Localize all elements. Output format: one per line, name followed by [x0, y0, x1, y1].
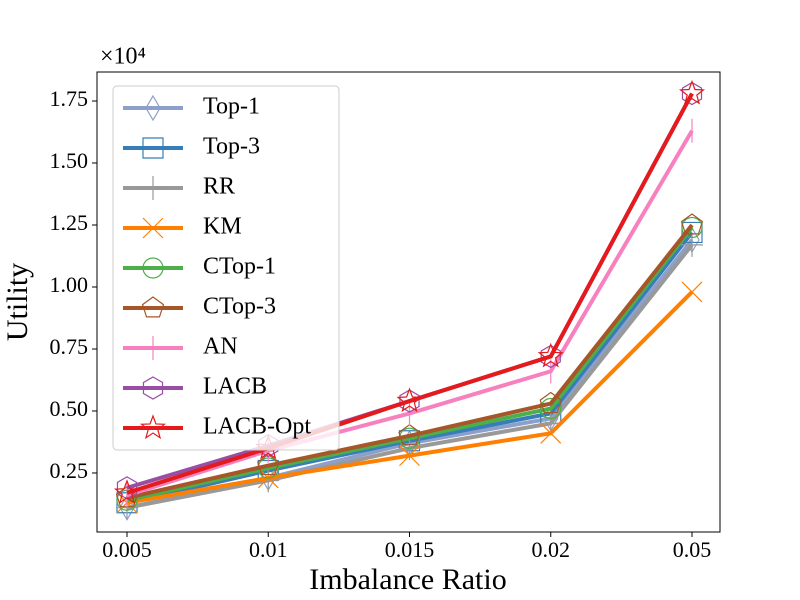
- point-marker: [398, 430, 421, 452]
- y-tick-label: 0.25: [50, 458, 89, 483]
- point-marker: [681, 216, 703, 239]
- legend: Top-1 Top-3 RR KM CTop-1 CTop-3 AN LACB LACB-Opt: [112, 85, 340, 451]
- legend-marker: [141, 296, 165, 318]
- point-marker: [398, 427, 421, 449]
- point-marker: [396, 387, 423, 413]
- point-marker: [539, 391, 562, 414]
- legend-frame: [112, 85, 340, 451]
- x-tick-label: 0.005: [102, 537, 152, 562]
- point-marker: [113, 479, 141, 504]
- legend-label: LACB: [203, 374, 267, 400]
- legend-marker: [139, 414, 167, 440]
- point-marker: [678, 79, 706, 105]
- y-tick-label: 0.50: [50, 396, 89, 421]
- plot-frame: [96, 71, 721, 533]
- legend-label: CTop-3: [203, 294, 276, 320]
- x-tick-label: 0.015: [385, 537, 435, 562]
- legend-label: RR: [203, 174, 235, 200]
- point-marker: [681, 281, 703, 303]
- series-line: [126, 226, 694, 503]
- legend-marker: [142, 217, 164, 239]
- point-marker: [399, 389, 420, 413]
- legend-marker: [142, 376, 164, 400]
- y-tick-label: 0.75: [50, 334, 89, 359]
- legend-marker: [145, 94, 161, 122]
- x-tick-label: 0.01: [249, 537, 288, 562]
- point-marker: [257, 457, 279, 479]
- series-line: [126, 223, 694, 500]
- legend-label: Top-3: [203, 134, 260, 160]
- point-marker: [540, 422, 562, 444]
- point-marker: [116, 489, 138, 511]
- legend-marker: [142, 257, 164, 279]
- y-tick-label: 1.00: [50, 272, 89, 297]
- x-tick-label: 0.05: [673, 537, 712, 562]
- legend-marker: [142, 137, 164, 159]
- y-axis-label: Utility: [1, 263, 34, 341]
- y-tick-label: 1.25: [50, 210, 89, 235]
- x-tick-label: 0.02: [532, 537, 571, 562]
- legend-marker: [142, 176, 164, 200]
- point-marker: [680, 213, 704, 235]
- y-tick-label: 1.75: [50, 86, 89, 111]
- legend-label: AN: [203, 334, 238, 360]
- point-marker: [681, 232, 703, 257]
- series-line: [126, 92, 694, 495]
- legend-label: KM: [203, 214, 242, 240]
- point-marker: [540, 397, 562, 420]
- point-marker: [540, 344, 561, 369]
- point-marker: [398, 424, 421, 446]
- legend-label: CTop-1: [203, 254, 276, 280]
- y-multiplier: ×10⁴: [100, 44, 146, 70]
- legend-label: Top-1: [203, 94, 260, 120]
- point-marker: [399, 445, 420, 467]
- x-axis-label: Imbalance Ratio: [309, 563, 506, 596]
- point-marker: [537, 342, 564, 368]
- point-marker: [116, 476, 138, 500]
- legend-label: LACB-Opt: [203, 414, 311, 440]
- point-marker: [257, 453, 280, 476]
- point-marker: [681, 81, 703, 106]
- y-tick-label: 1.50: [50, 148, 89, 173]
